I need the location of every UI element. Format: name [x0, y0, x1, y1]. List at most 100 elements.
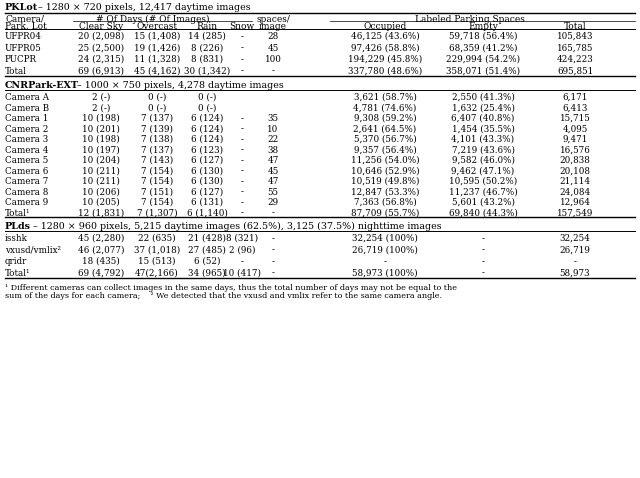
Text: 25 (2,500): 25 (2,500) — [78, 43, 124, 53]
Text: 2 (-): 2 (-) — [92, 104, 110, 112]
Text: -: - — [481, 246, 484, 254]
Text: Camera 3: Camera 3 — [5, 135, 48, 144]
Text: -: - — [241, 208, 243, 217]
Text: image: image — [259, 22, 287, 31]
Text: 6,407 (40.8%): 6,407 (40.8%) — [451, 114, 515, 123]
Text: Total¹: Total¹ — [5, 269, 31, 278]
Text: -: - — [271, 234, 275, 243]
Text: 10 (206): 10 (206) — [82, 187, 120, 196]
Text: 12 (1,831): 12 (1,831) — [78, 208, 124, 217]
Text: 9,357 (56.4%): 9,357 (56.4%) — [354, 145, 417, 154]
Text: 9,308 (59.2%): 9,308 (59.2%) — [354, 114, 416, 123]
Text: -: - — [241, 124, 243, 133]
Text: 32,254 (100%): 32,254 (100%) — [352, 234, 418, 243]
Text: 97,426 (58.8%): 97,426 (58.8%) — [351, 43, 419, 53]
Text: 45: 45 — [268, 166, 278, 175]
Text: 6 (131): 6 (131) — [191, 198, 223, 207]
Text: 29: 29 — [268, 198, 278, 207]
Text: 6 (127): 6 (127) — [191, 156, 223, 165]
Text: 11 (1,328): 11 (1,328) — [134, 55, 180, 64]
Text: Total: Total — [564, 22, 586, 31]
Text: 6 (124): 6 (124) — [191, 114, 223, 123]
Text: -: - — [241, 145, 243, 154]
Text: 10 (198): 10 (198) — [82, 114, 120, 123]
Text: 2,550 (41.3%): 2,550 (41.3%) — [452, 93, 515, 102]
Text: 87,709 (55.7%): 87,709 (55.7%) — [351, 208, 419, 217]
Text: 10 (417): 10 (417) — [223, 269, 261, 278]
Text: 6 (52): 6 (52) — [194, 257, 220, 266]
Text: 6,171: 6,171 — [563, 93, 588, 102]
Text: 9,471: 9,471 — [563, 135, 588, 144]
Text: 47: 47 — [268, 156, 278, 165]
Text: 45: 45 — [268, 43, 278, 53]
Text: – 1000 × 750 pixels, 4,278 daytime images: – 1000 × 750 pixels, 4,278 daytime image… — [74, 81, 284, 90]
Text: 46 (2,077): 46 (2,077) — [77, 246, 124, 254]
Text: -: - — [573, 257, 577, 266]
Text: 4,095: 4,095 — [563, 124, 588, 133]
Text: 34 (965): 34 (965) — [188, 269, 226, 278]
Text: 0 (-): 0 (-) — [148, 104, 166, 112]
Text: Camera 1: Camera 1 — [5, 114, 49, 123]
Text: 37 (1,018): 37 (1,018) — [134, 246, 180, 254]
Text: 28: 28 — [268, 32, 278, 41]
Text: # Of Days (# Of Images): # Of Days (# Of Images) — [96, 14, 210, 23]
Text: 7 (139): 7 (139) — [141, 124, 173, 133]
Text: 1,632 (25.4%): 1,632 (25.4%) — [451, 104, 515, 112]
Text: 10 (198): 10 (198) — [82, 135, 120, 144]
Text: 4,101 (43.3%): 4,101 (43.3%) — [451, 135, 515, 144]
Text: Overcast: Overcast — [136, 22, 177, 31]
Text: 24,084: 24,084 — [559, 187, 591, 196]
Text: -: - — [271, 269, 275, 278]
Text: -: - — [481, 234, 484, 243]
Text: 6 (130): 6 (130) — [191, 177, 223, 186]
Text: 7 (154): 7 (154) — [141, 198, 173, 207]
Text: 2,641 (64.5%): 2,641 (64.5%) — [353, 124, 417, 133]
Text: -: - — [271, 208, 275, 217]
Text: 5,601 (43.2%): 5,601 (43.2%) — [451, 198, 515, 207]
Text: 18 (435): 18 (435) — [82, 257, 120, 266]
Text: 7 (138): 7 (138) — [141, 135, 173, 144]
Text: -: - — [271, 246, 275, 254]
Text: – 1280 × 960 pixels, 5,215 daytime images (62.5%), 3,125 (37.5%) nighttime image: – 1280 × 960 pixels, 5,215 daytime image… — [30, 222, 442, 231]
Text: PLds: PLds — [5, 222, 31, 231]
Text: 58,973: 58,973 — [560, 269, 590, 278]
Text: 22: 22 — [268, 135, 278, 144]
Text: Labeled Parking Spaces: Labeled Parking Spaces — [415, 14, 525, 23]
Text: -: - — [241, 156, 243, 165]
Text: -: - — [241, 135, 243, 144]
Text: 10 (211): 10 (211) — [82, 166, 120, 175]
Text: 10: 10 — [268, 124, 278, 133]
Text: 10,595 (50.2%): 10,595 (50.2%) — [449, 177, 517, 186]
Text: 3,621 (58.7%): 3,621 (58.7%) — [353, 93, 417, 102]
Text: Clear Sky: Clear Sky — [79, 22, 123, 31]
Text: 337,780 (48.6%): 337,780 (48.6%) — [348, 66, 422, 76]
Text: 6 (1,140): 6 (1,140) — [187, 208, 227, 217]
Text: 105,843: 105,843 — [557, 32, 593, 41]
Text: 7,363 (56.8%): 7,363 (56.8%) — [354, 198, 417, 207]
Text: 6 (124): 6 (124) — [191, 124, 223, 133]
Text: 695,851: 695,851 — [557, 66, 593, 76]
Text: 59,718 (56.4%): 59,718 (56.4%) — [449, 32, 517, 41]
Text: 0 (-): 0 (-) — [198, 104, 216, 112]
Text: Camera 2: Camera 2 — [5, 124, 49, 133]
Text: 11,237 (46.7%): 11,237 (46.7%) — [449, 187, 517, 196]
Text: Camera 8: Camera 8 — [5, 187, 49, 196]
Text: 30 (1,342): 30 (1,342) — [184, 66, 230, 76]
Text: 7 (1,307): 7 (1,307) — [137, 208, 177, 217]
Text: Snow: Snow — [229, 22, 255, 31]
Text: Total: Total — [5, 66, 27, 76]
Text: 8 (831): 8 (831) — [191, 55, 223, 64]
Text: 35: 35 — [268, 114, 278, 123]
Text: 358,071 (51.4%): 358,071 (51.4%) — [446, 66, 520, 76]
Text: 9,582 (46.0%): 9,582 (46.0%) — [451, 156, 515, 165]
Text: -: - — [383, 257, 387, 266]
Text: Camera B: Camera B — [5, 104, 49, 112]
Text: 8 (321): 8 (321) — [226, 234, 258, 243]
Text: sum of the days for each camera;    ² We detected that the vxusd and vmlix refer: sum of the days for each camera; ² We de… — [5, 293, 442, 301]
Text: 7,219 (43.6%): 7,219 (43.6%) — [451, 145, 515, 154]
Text: 4,781 (74.6%): 4,781 (74.6%) — [353, 104, 417, 112]
Text: 2 (96): 2 (96) — [228, 246, 255, 254]
Text: 12,847 (53.3%): 12,847 (53.3%) — [351, 187, 419, 196]
Text: -: - — [241, 43, 243, 53]
Text: 47: 47 — [268, 177, 278, 186]
